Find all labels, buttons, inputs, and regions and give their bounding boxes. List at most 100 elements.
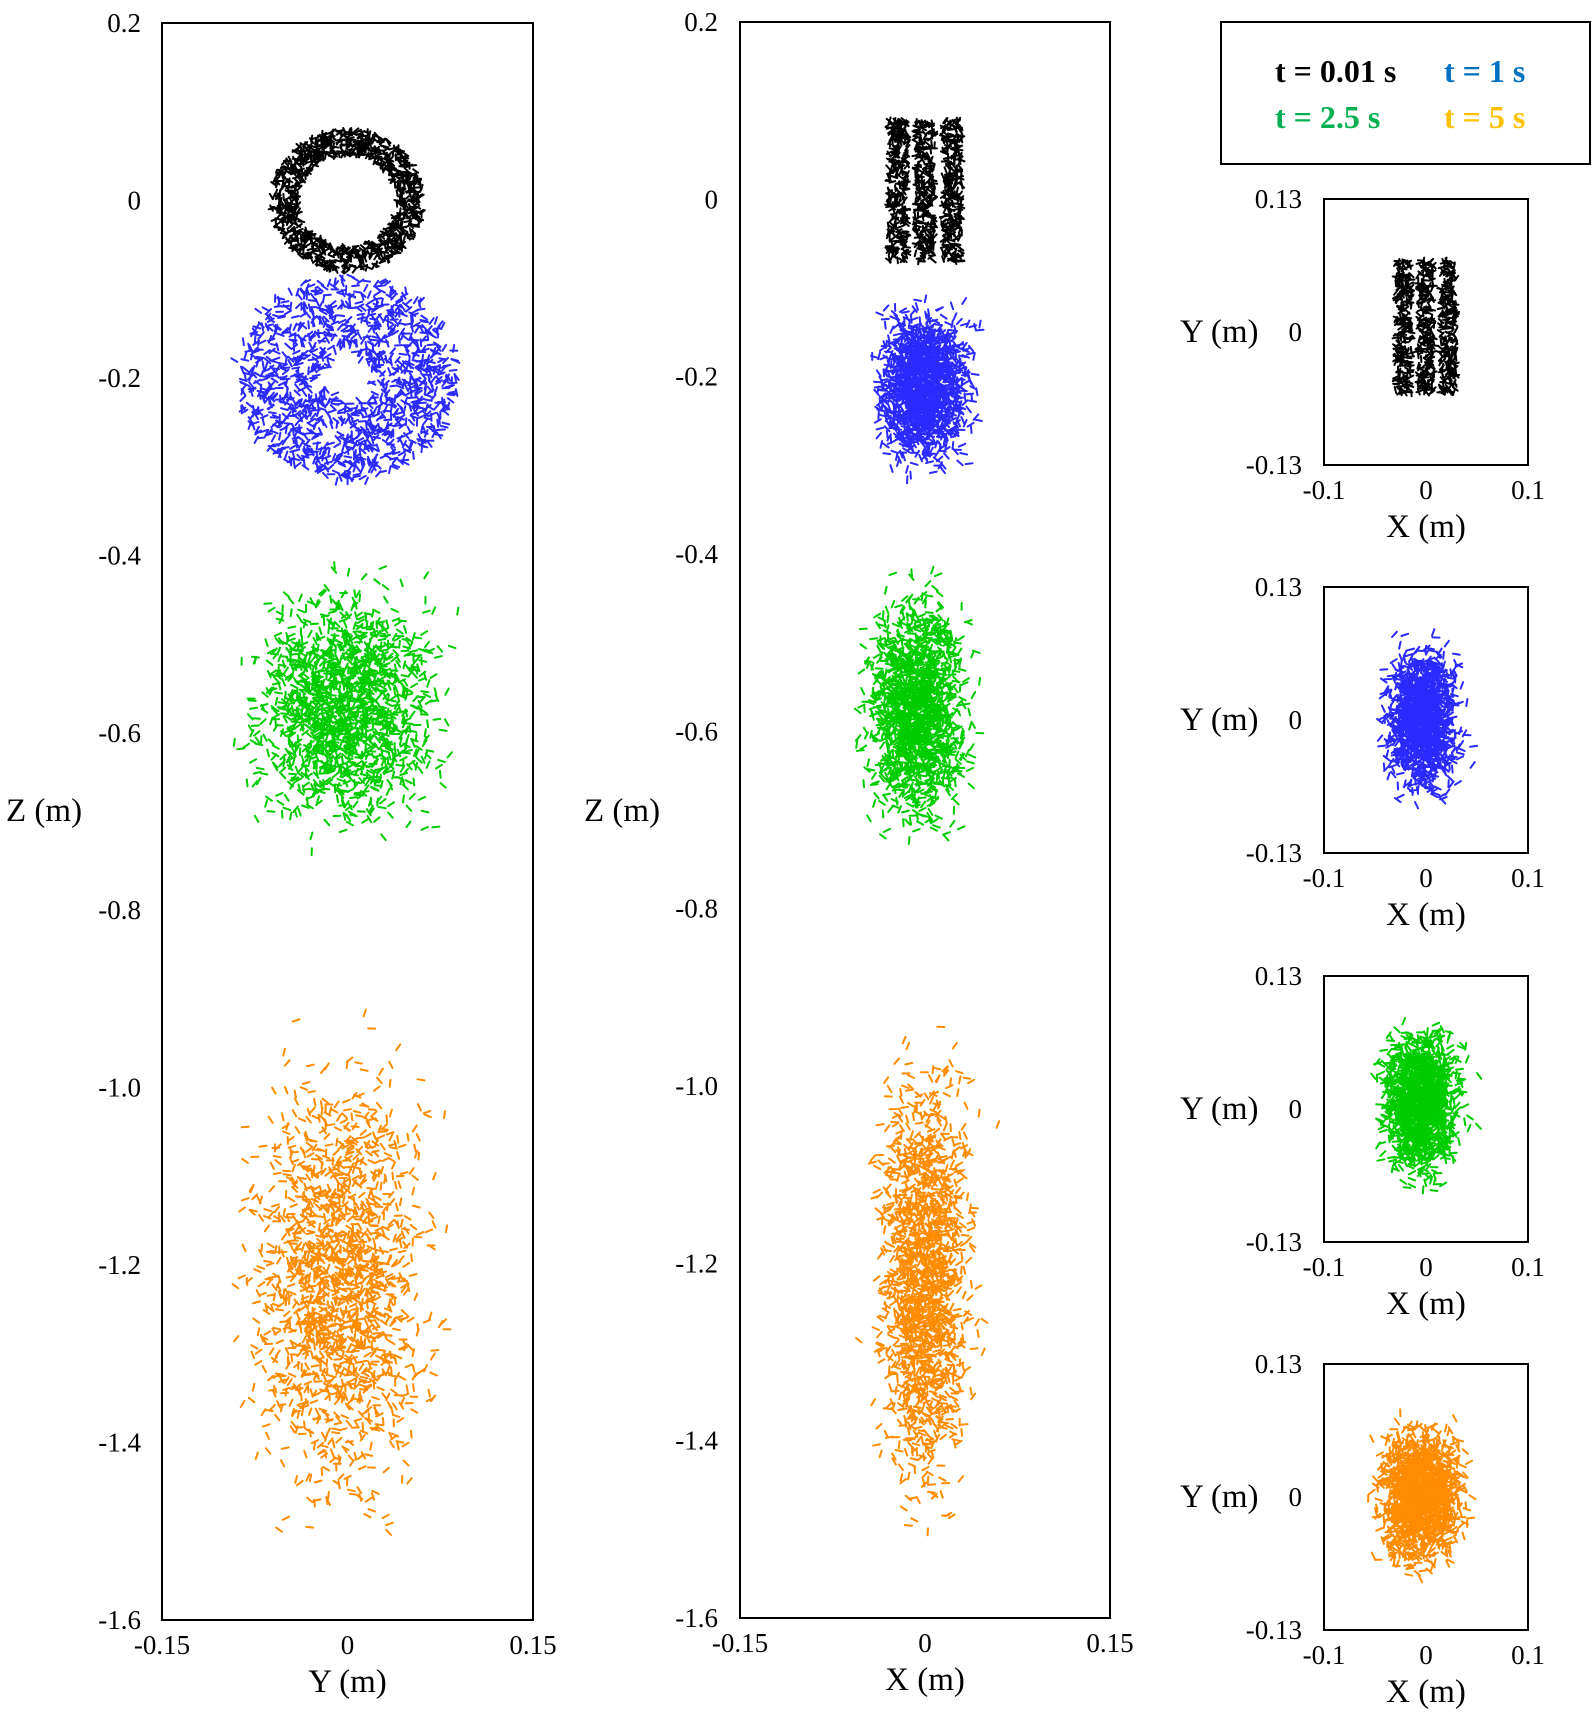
point-marker	[276, 799, 285, 806]
point-marker	[292, 322, 298, 331]
point-marker	[406, 425, 412, 434]
point-marker	[255, 767, 265, 771]
point-marker	[287, 633, 296, 638]
point-marker	[395, 146, 401, 154]
point-marker	[382, 713, 386, 722]
point-marker	[388, 723, 392, 732]
point-marker	[412, 777, 416, 787]
point-marker	[392, 686, 397, 696]
point-marker	[404, 748, 413, 753]
point-marker	[311, 136, 319, 140]
point-marker	[365, 153, 372, 160]
point-marker	[400, 649, 410, 653]
point-marker	[379, 1142, 386, 1151]
point-marker	[437, 428, 446, 431]
point-marker	[284, 690, 287, 700]
point-marker	[231, 1283, 240, 1290]
point-marker	[331, 1431, 341, 1435]
point-marker	[260, 367, 266, 376]
point-marker	[423, 571, 429, 580]
point-marker	[273, 632, 283, 637]
point-marker	[330, 391, 340, 396]
point-marker	[252, 333, 262, 337]
point-marker	[445, 1224, 449, 1234]
point-marker	[334, 696, 337, 706]
point-marker	[273, 206, 280, 213]
point-marker	[386, 243, 390, 252]
point-marker	[351, 1286, 361, 1291]
point-marker	[284, 450, 289, 459]
point-marker	[388, 223, 394, 231]
point-marker	[322, 294, 326, 304]
point-marker	[380, 648, 389, 652]
point-marker	[409, 710, 416, 719]
point-marker	[398, 207, 402, 216]
point-marker	[284, 342, 292, 350]
point-marker	[276, 201, 281, 209]
point-marker	[299, 154, 303, 162]
point-marker	[354, 464, 361, 473]
point-marker	[402, 716, 406, 726]
point-marker	[289, 811, 293, 821]
point-marker	[401, 638, 411, 642]
point-marker	[381, 379, 385, 389]
point-marker	[307, 303, 312, 313]
point-marker	[416, 1322, 420, 1332]
point-marker	[408, 1273, 418, 1277]
point-marker	[264, 799, 269, 808]
point-marker	[302, 239, 309, 247]
point-marker	[245, 401, 254, 409]
point-marker	[254, 307, 263, 314]
point-marker	[305, 1141, 314, 1148]
point-marker	[263, 1259, 272, 1263]
point-marker	[300, 1322, 309, 1326]
point-marker	[412, 179, 419, 186]
point-marker	[283, 208, 287, 217]
point-marker	[398, 335, 401, 344]
point-marker	[441, 343, 448, 352]
point-marker	[377, 405, 381, 415]
point-marker	[337, 407, 346, 413]
point-marker	[331, 469, 341, 475]
point-marker	[312, 315, 322, 319]
point-marker	[259, 772, 269, 776]
point-marker	[302, 234, 308, 242]
point-marker	[398, 1255, 405, 1263]
point-marker	[362, 279, 372, 283]
point-marker	[414, 733, 418, 743]
point-marker	[313, 1479, 323, 1484]
point-marker	[275, 192, 280, 201]
point-marker	[305, 1173, 312, 1182]
point-marker	[402, 1262, 411, 1268]
point-marker	[381, 250, 390, 254]
point-marker	[353, 779, 356, 788]
point-marker	[396, 628, 404, 635]
point-marker	[260, 735, 263, 744]
point-marker	[251, 1193, 259, 1201]
point-marker	[332, 346, 337, 356]
point-marker	[306, 386, 313, 394]
point-marker	[379, 1181, 383, 1191]
point-marker	[402, 660, 407, 670]
point-marker	[288, 323, 292, 333]
point-marker	[363, 439, 367, 449]
point-marker	[417, 208, 425, 214]
point-marker	[256, 1265, 266, 1270]
point-marker	[419, 338, 423, 348]
point-marker	[259, 718, 267, 725]
point-marker	[351, 746, 355, 756]
point-marker	[327, 447, 331, 457]
point-marker	[432, 717, 442, 721]
point-marker	[377, 806, 387, 810]
point-marker	[423, 386, 427, 396]
point-marker	[247, 1396, 256, 1404]
point-marker	[379, 1128, 389, 1131]
point-marker	[381, 1417, 385, 1427]
point-marker	[412, 224, 420, 228]
point-marker	[289, 661, 294, 670]
point-marker	[425, 760, 431, 769]
point-marker	[237, 1274, 246, 1280]
point-marker	[285, 185, 293, 190]
point-marker	[345, 768, 349, 778]
